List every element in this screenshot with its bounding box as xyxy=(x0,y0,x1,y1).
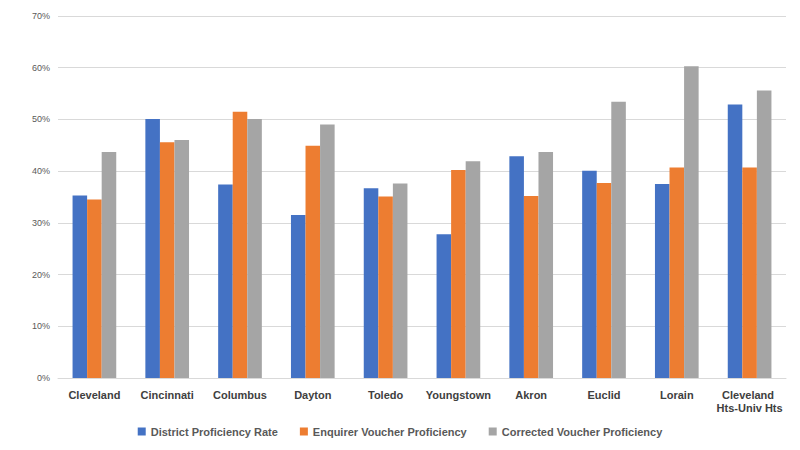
svg-text:Cincinnati: Cincinnati xyxy=(141,389,194,401)
svg-text:District Proficiency Rate: District Proficiency Rate xyxy=(151,426,278,438)
svg-text:Enquirer Voucher Proficiency: Enquirer Voucher Proficiency xyxy=(313,426,468,438)
svg-text:Cleveland: Cleveland xyxy=(722,389,777,401)
svg-text:Columbus: Columbus xyxy=(213,389,267,401)
svg-text:0%: 0% xyxy=(37,373,50,383)
svg-text:Lorain: Lorain xyxy=(660,389,694,401)
svg-text:Akron: Akron xyxy=(515,389,547,401)
svg-text:60%: 60% xyxy=(32,63,50,73)
svg-text:Hts-Univ Hts: Hts-Univ Hts xyxy=(717,402,783,414)
svg-text:10%: 10% xyxy=(32,321,50,331)
svg-text:Corrected Voucher Proficiency: Corrected Voucher Proficiency xyxy=(502,426,663,438)
svg-text:30%: 30% xyxy=(32,218,50,228)
svg-text:Euclid: Euclid xyxy=(587,389,620,401)
svg-text:50%: 50% xyxy=(32,114,50,124)
svg-text:Toledo: Toledo xyxy=(368,389,404,401)
svg-text:20%: 20% xyxy=(32,270,50,280)
svg-text:Youngstown: Youngstown xyxy=(426,389,491,401)
svg-text:40%: 40% xyxy=(32,166,50,176)
svg-text:70%: 70% xyxy=(32,11,50,21)
svg-text:Cleveland: Cleveland xyxy=(68,389,120,401)
svg-text:Dayton: Dayton xyxy=(294,389,332,401)
